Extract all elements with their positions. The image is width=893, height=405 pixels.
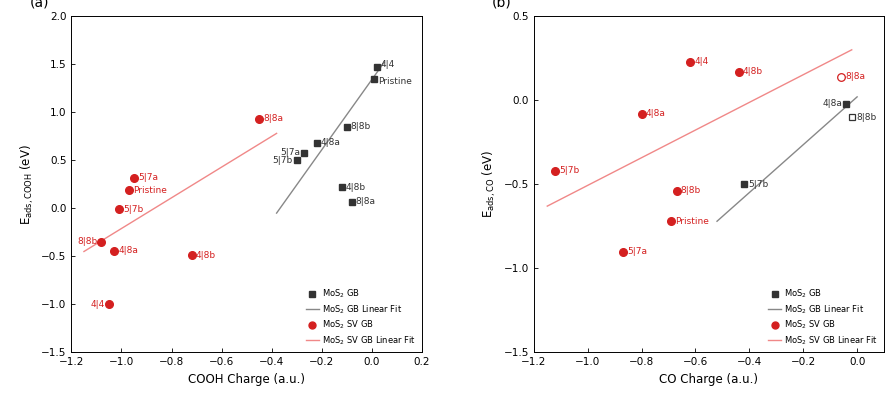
Text: 8|8b: 8|8b bbox=[77, 237, 97, 246]
Text: 4|8a: 4|8a bbox=[646, 109, 665, 118]
X-axis label: COOH Charge (a.u.): COOH Charge (a.u.) bbox=[188, 373, 305, 386]
Text: Pristine: Pristine bbox=[675, 217, 709, 226]
Text: 4|8b: 4|8b bbox=[346, 183, 366, 192]
Text: (b): (b) bbox=[492, 0, 512, 9]
Legend: MoS$_2$ GB, MoS$_2$ GB Linear Fit, MoS$_2$ SV GB, MoS$_2$ SV GB Linear Fit: MoS$_2$ GB, MoS$_2$ GB Linear Fit, MoS$_… bbox=[767, 286, 880, 348]
Text: 5|7b: 5|7b bbox=[560, 166, 580, 175]
Text: 8|8b: 8|8b bbox=[351, 122, 371, 131]
Text: 5|7a: 5|7a bbox=[627, 247, 647, 256]
Text: Pristine: Pristine bbox=[379, 77, 413, 86]
Text: 4|8b: 4|8b bbox=[743, 67, 763, 76]
Text: 4|8a: 4|8a bbox=[321, 139, 340, 147]
Y-axis label: E$_\mathrm{ads,CO}$ (eV): E$_\mathrm{ads,CO}$ (eV) bbox=[480, 150, 498, 218]
Text: 8|8a: 8|8a bbox=[355, 197, 376, 206]
Text: 4|8a: 4|8a bbox=[822, 99, 842, 108]
Text: 4|4: 4|4 bbox=[90, 300, 104, 309]
Y-axis label: E$_\mathrm{ads,COOH}$ (eV): E$_\mathrm{ads,COOH}$ (eV) bbox=[18, 144, 36, 225]
Text: 5|7b: 5|7b bbox=[123, 205, 144, 214]
Text: 5|7b: 5|7b bbox=[748, 180, 768, 189]
Text: 5|7a: 5|7a bbox=[138, 173, 158, 182]
Text: 8|8b: 8|8b bbox=[855, 113, 876, 121]
Text: Pristine: Pristine bbox=[133, 185, 167, 194]
Text: 5|7b: 5|7b bbox=[272, 156, 292, 165]
Text: 4|8a: 4|8a bbox=[118, 246, 138, 255]
Text: 8|8a: 8|8a bbox=[845, 72, 865, 81]
Legend: MoS$_2$ GB, MoS$_2$ GB Linear Fit, MoS$_2$ SV GB, MoS$_2$ SV GB Linear Fit: MoS$_2$ GB, MoS$_2$ GB Linear Fit, MoS$_… bbox=[305, 286, 418, 348]
Text: 4|8b: 4|8b bbox=[196, 251, 216, 260]
Text: 8|8b: 8|8b bbox=[680, 186, 701, 196]
Text: (a): (a) bbox=[29, 0, 49, 9]
Text: 4|4: 4|4 bbox=[694, 57, 708, 66]
Text: 8|8a: 8|8a bbox=[263, 115, 283, 124]
Text: 5|7a: 5|7a bbox=[280, 148, 300, 157]
X-axis label: CO Charge (a.u.): CO Charge (a.u.) bbox=[659, 373, 758, 386]
Text: 4|4: 4|4 bbox=[380, 60, 395, 69]
